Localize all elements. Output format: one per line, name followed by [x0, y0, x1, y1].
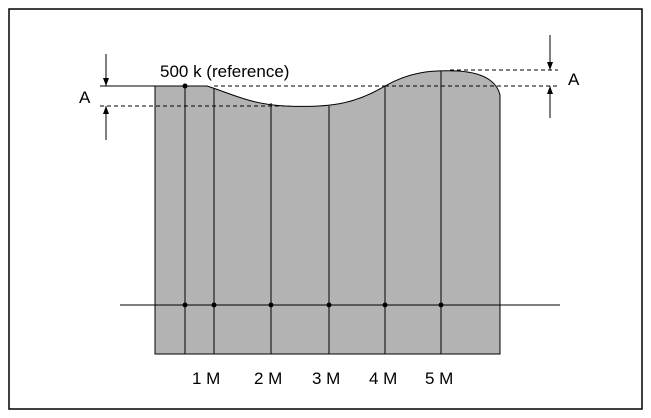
baseline-dot-1m [211, 302, 217, 308]
reference-label: 500 k (reference) [160, 62, 289, 81]
left-arrow-head-down [103, 78, 109, 86]
right-arrow-head-down [547, 62, 553, 70]
baseline-dot-3m [326, 302, 332, 308]
frequency-label-3m: 3 M [312, 369, 340, 388]
frequency-label-4m: 4 M [369, 369, 397, 388]
right-arrow-head-up [547, 86, 553, 94]
left-arrow-head-up [103, 106, 109, 114]
baseline-dot-4m [382, 302, 388, 308]
reference-point [182, 83, 188, 89]
frequency-label-2m: 2 M [254, 369, 282, 388]
baseline-dot-ref [182, 302, 188, 308]
baseline-dot-5m [438, 302, 444, 308]
frequency-label-1m: 1 M [192, 369, 220, 388]
baseline-dot-2m [268, 302, 274, 308]
frequency-label-5m: 5 M [425, 369, 453, 388]
response-area [154, 70, 501, 355]
deviation-label-left: A [79, 88, 91, 107]
deviation-label-right: A [568, 70, 580, 89]
